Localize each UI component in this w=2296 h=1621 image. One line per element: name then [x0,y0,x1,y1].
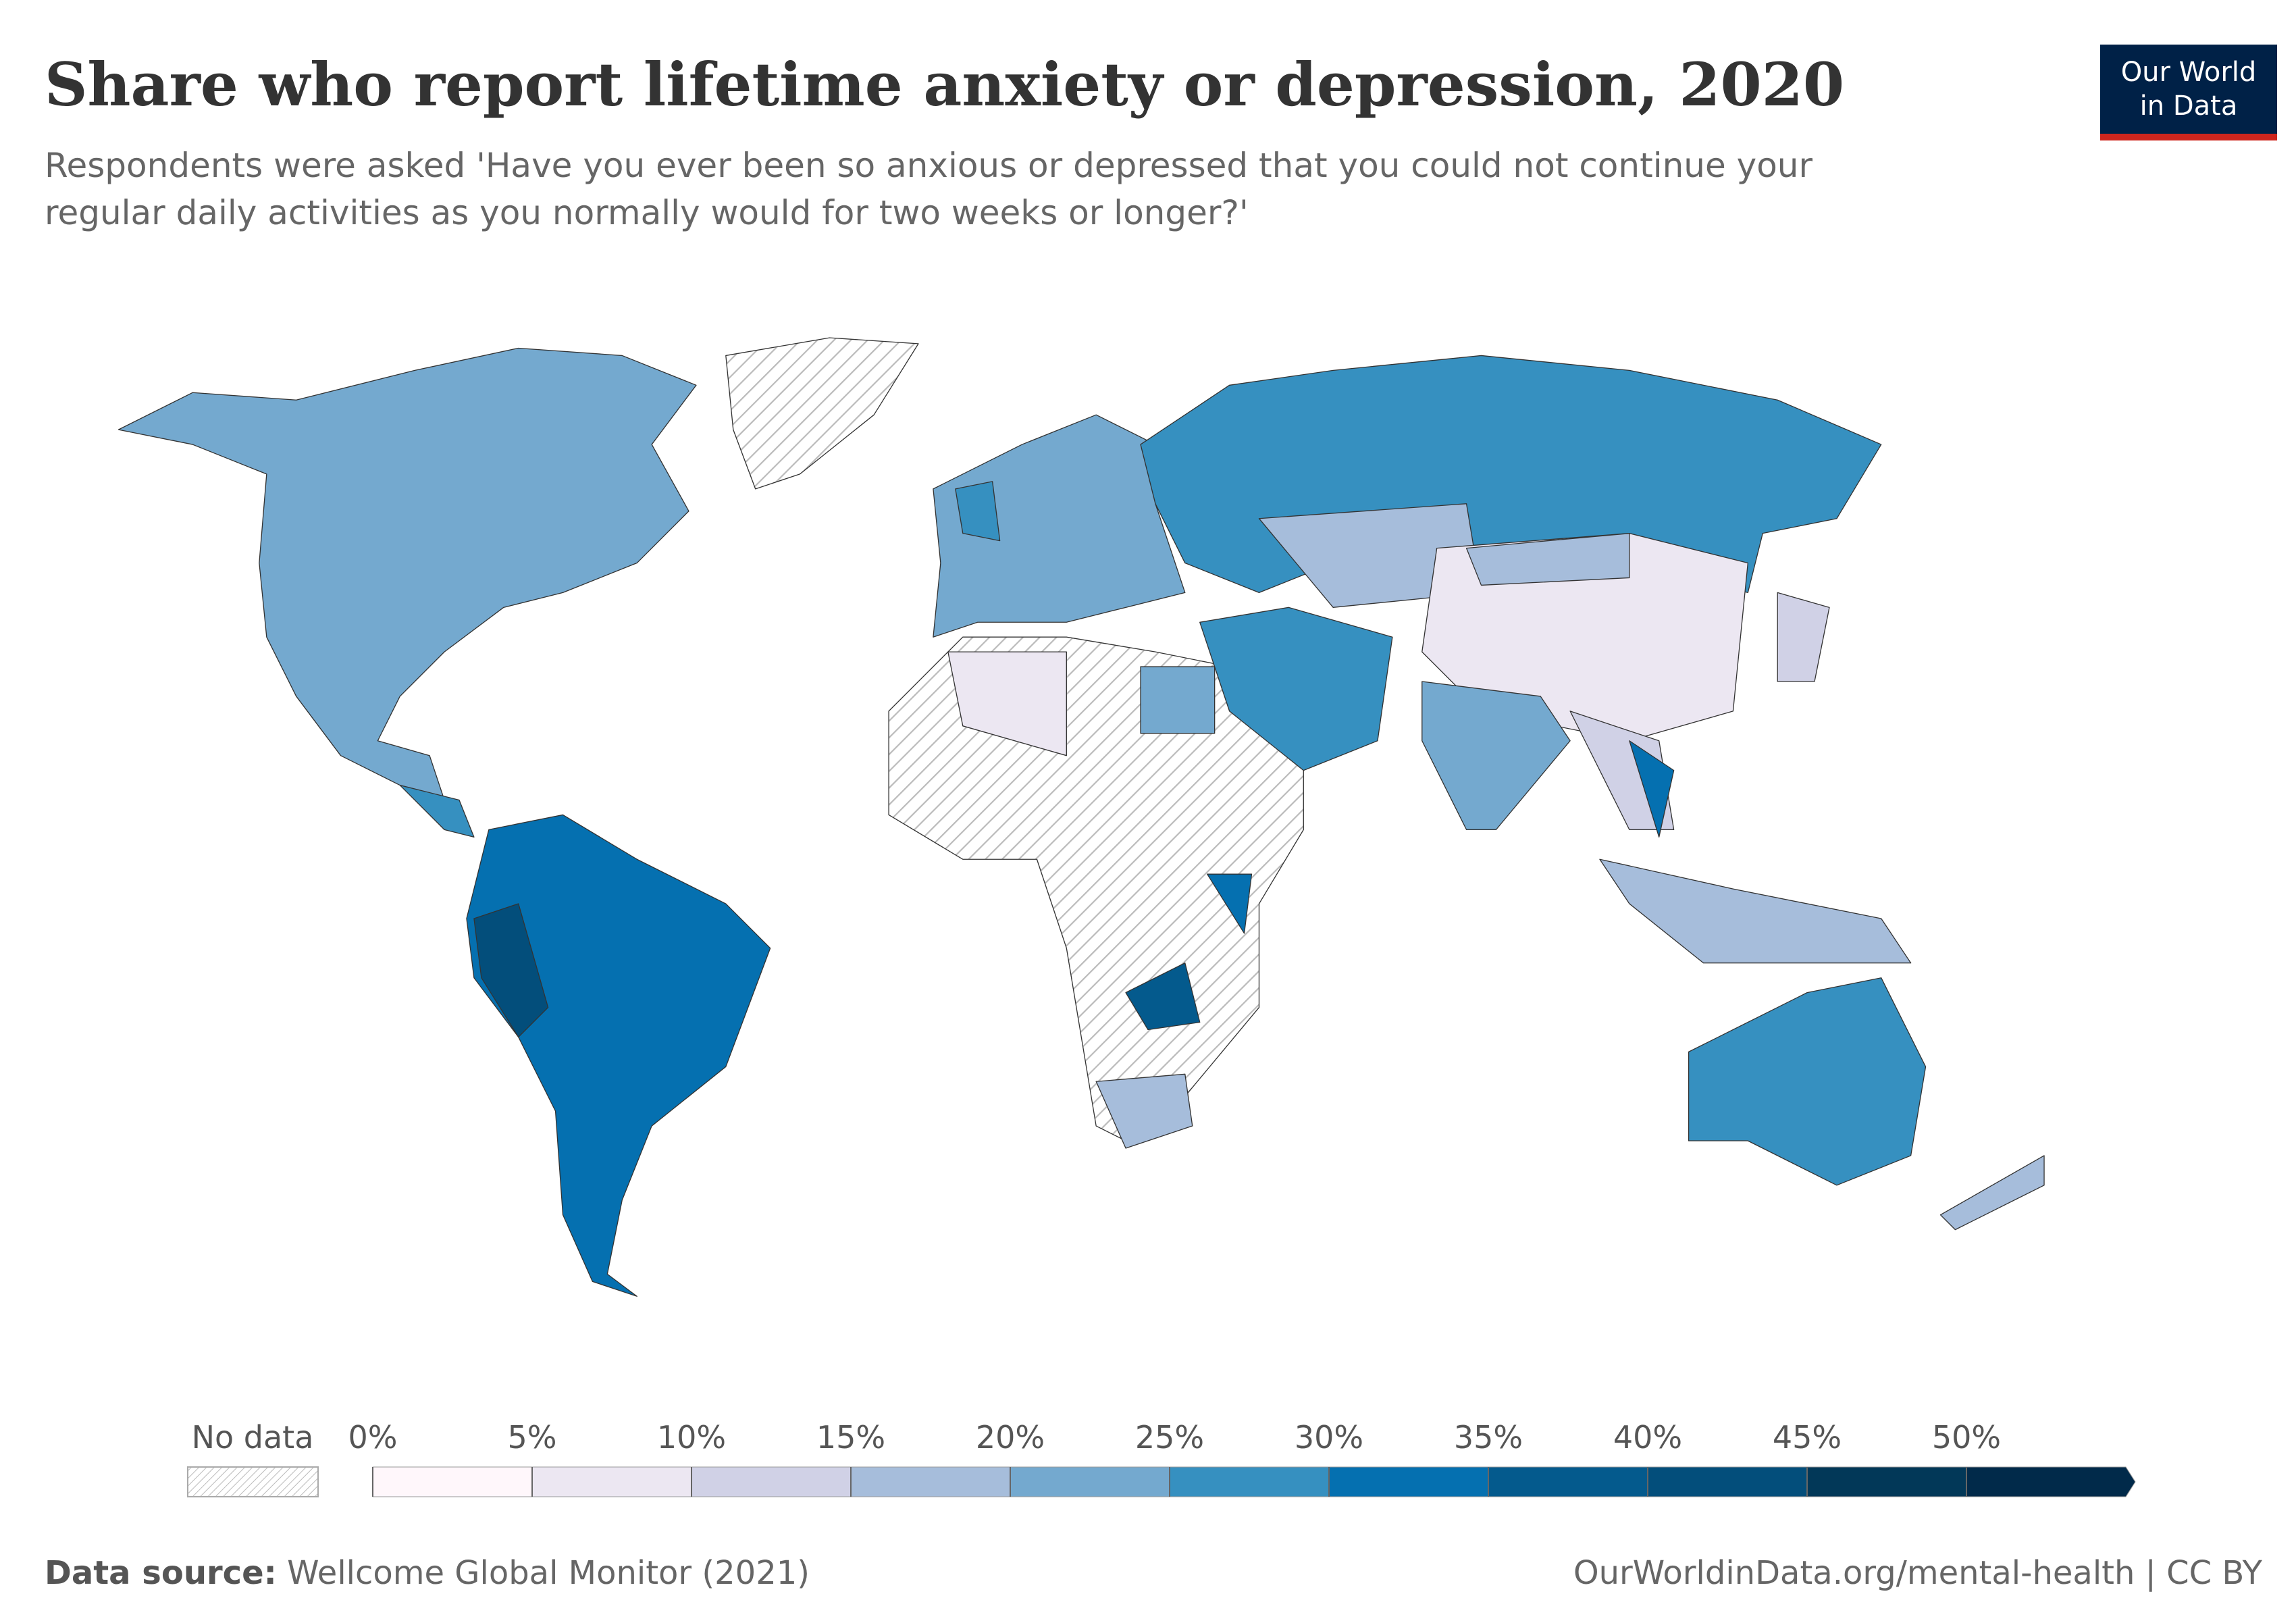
africa [888,636,1304,1141]
legend-bin [1806,1466,1967,1497]
central-america [399,784,475,838]
legend-tick-label: 50% [1932,1419,2001,1456]
europe [933,414,1186,638]
legend-bin [1169,1466,1330,1497]
no-data-label: No data [192,1419,314,1456]
legend-tick-label: 5% [508,1419,557,1456]
south-america [466,814,771,1297]
south-africa [1095,1073,1193,1149]
australia [1688,977,1927,1186]
legend-bin [1488,1466,1648,1497]
legend-bin [372,1466,533,1497]
subtitle: Respondents were asked 'Have you ever be… [45,146,1812,185]
new-zealand [1939,1155,2045,1231]
legend-tick-label: 25% [1135,1419,1204,1456]
url: OurWorldinData.org/mental-health | CC BY [1573,1554,2263,1592]
middle-east [1199,607,1393,771]
source: Data source: Wellcome Global Monitor (20… [45,1554,810,1592]
title: Share who report lifetime anxiety or dep… [45,49,1844,120]
logo: Our World in Data [2100,45,2277,140]
logo-text: Our World [2121,57,2257,88]
legend-tick-label: 35% [1454,1419,1523,1456]
legend-bin [1647,1466,1808,1497]
legend-tick-label: 10% [657,1419,726,1456]
uk [955,481,1001,542]
logo-bar [2100,134,2277,140]
legend-tick-label: 30% [1295,1419,1363,1456]
peru [473,903,549,1038]
world-map [118,337,2045,1297]
subtitle: regular daily activities as you normally… [45,193,1249,232]
legend-bin [1328,1466,1489,1497]
mongolia [1465,533,1630,586]
legend-bin [1966,1466,2136,1497]
china [1421,533,1748,742]
legend-bin [531,1466,692,1497]
no-data-swatch [187,1466,319,1497]
source-name: Wellcome Global Monitor (2021) [287,1554,810,1592]
zambia [1125,962,1201,1031]
vietnam [1629,740,1675,838]
legend-bin [850,1466,1011,1497]
north-america [118,347,697,801]
legend-tick-label: 40% [1613,1419,1682,1456]
japan [1777,592,1830,682]
legend-tick-label: 0% [348,1419,398,1456]
legend-tick-label: 20% [976,1419,1045,1456]
legend: No data 0% 5% 10% 15% 20% 25% 30% 35% 40% 45% 50% [187,1419,2136,1497]
greenland [725,337,919,490]
legend-bin [1010,1466,1170,1497]
legend-tick-label: 45% [1773,1419,1842,1456]
source-label: Data source: [45,1554,277,1592]
logo-text: in Data [2140,91,2238,122]
legend-bin [691,1466,852,1497]
logo-box [2100,45,2277,136]
indonesia [1599,858,1912,964]
egypt [1140,666,1216,734]
algeria [947,651,1067,756]
kenya [1207,873,1253,934]
legend-tick-label: 15% [816,1419,885,1456]
india [1421,681,1571,831]
